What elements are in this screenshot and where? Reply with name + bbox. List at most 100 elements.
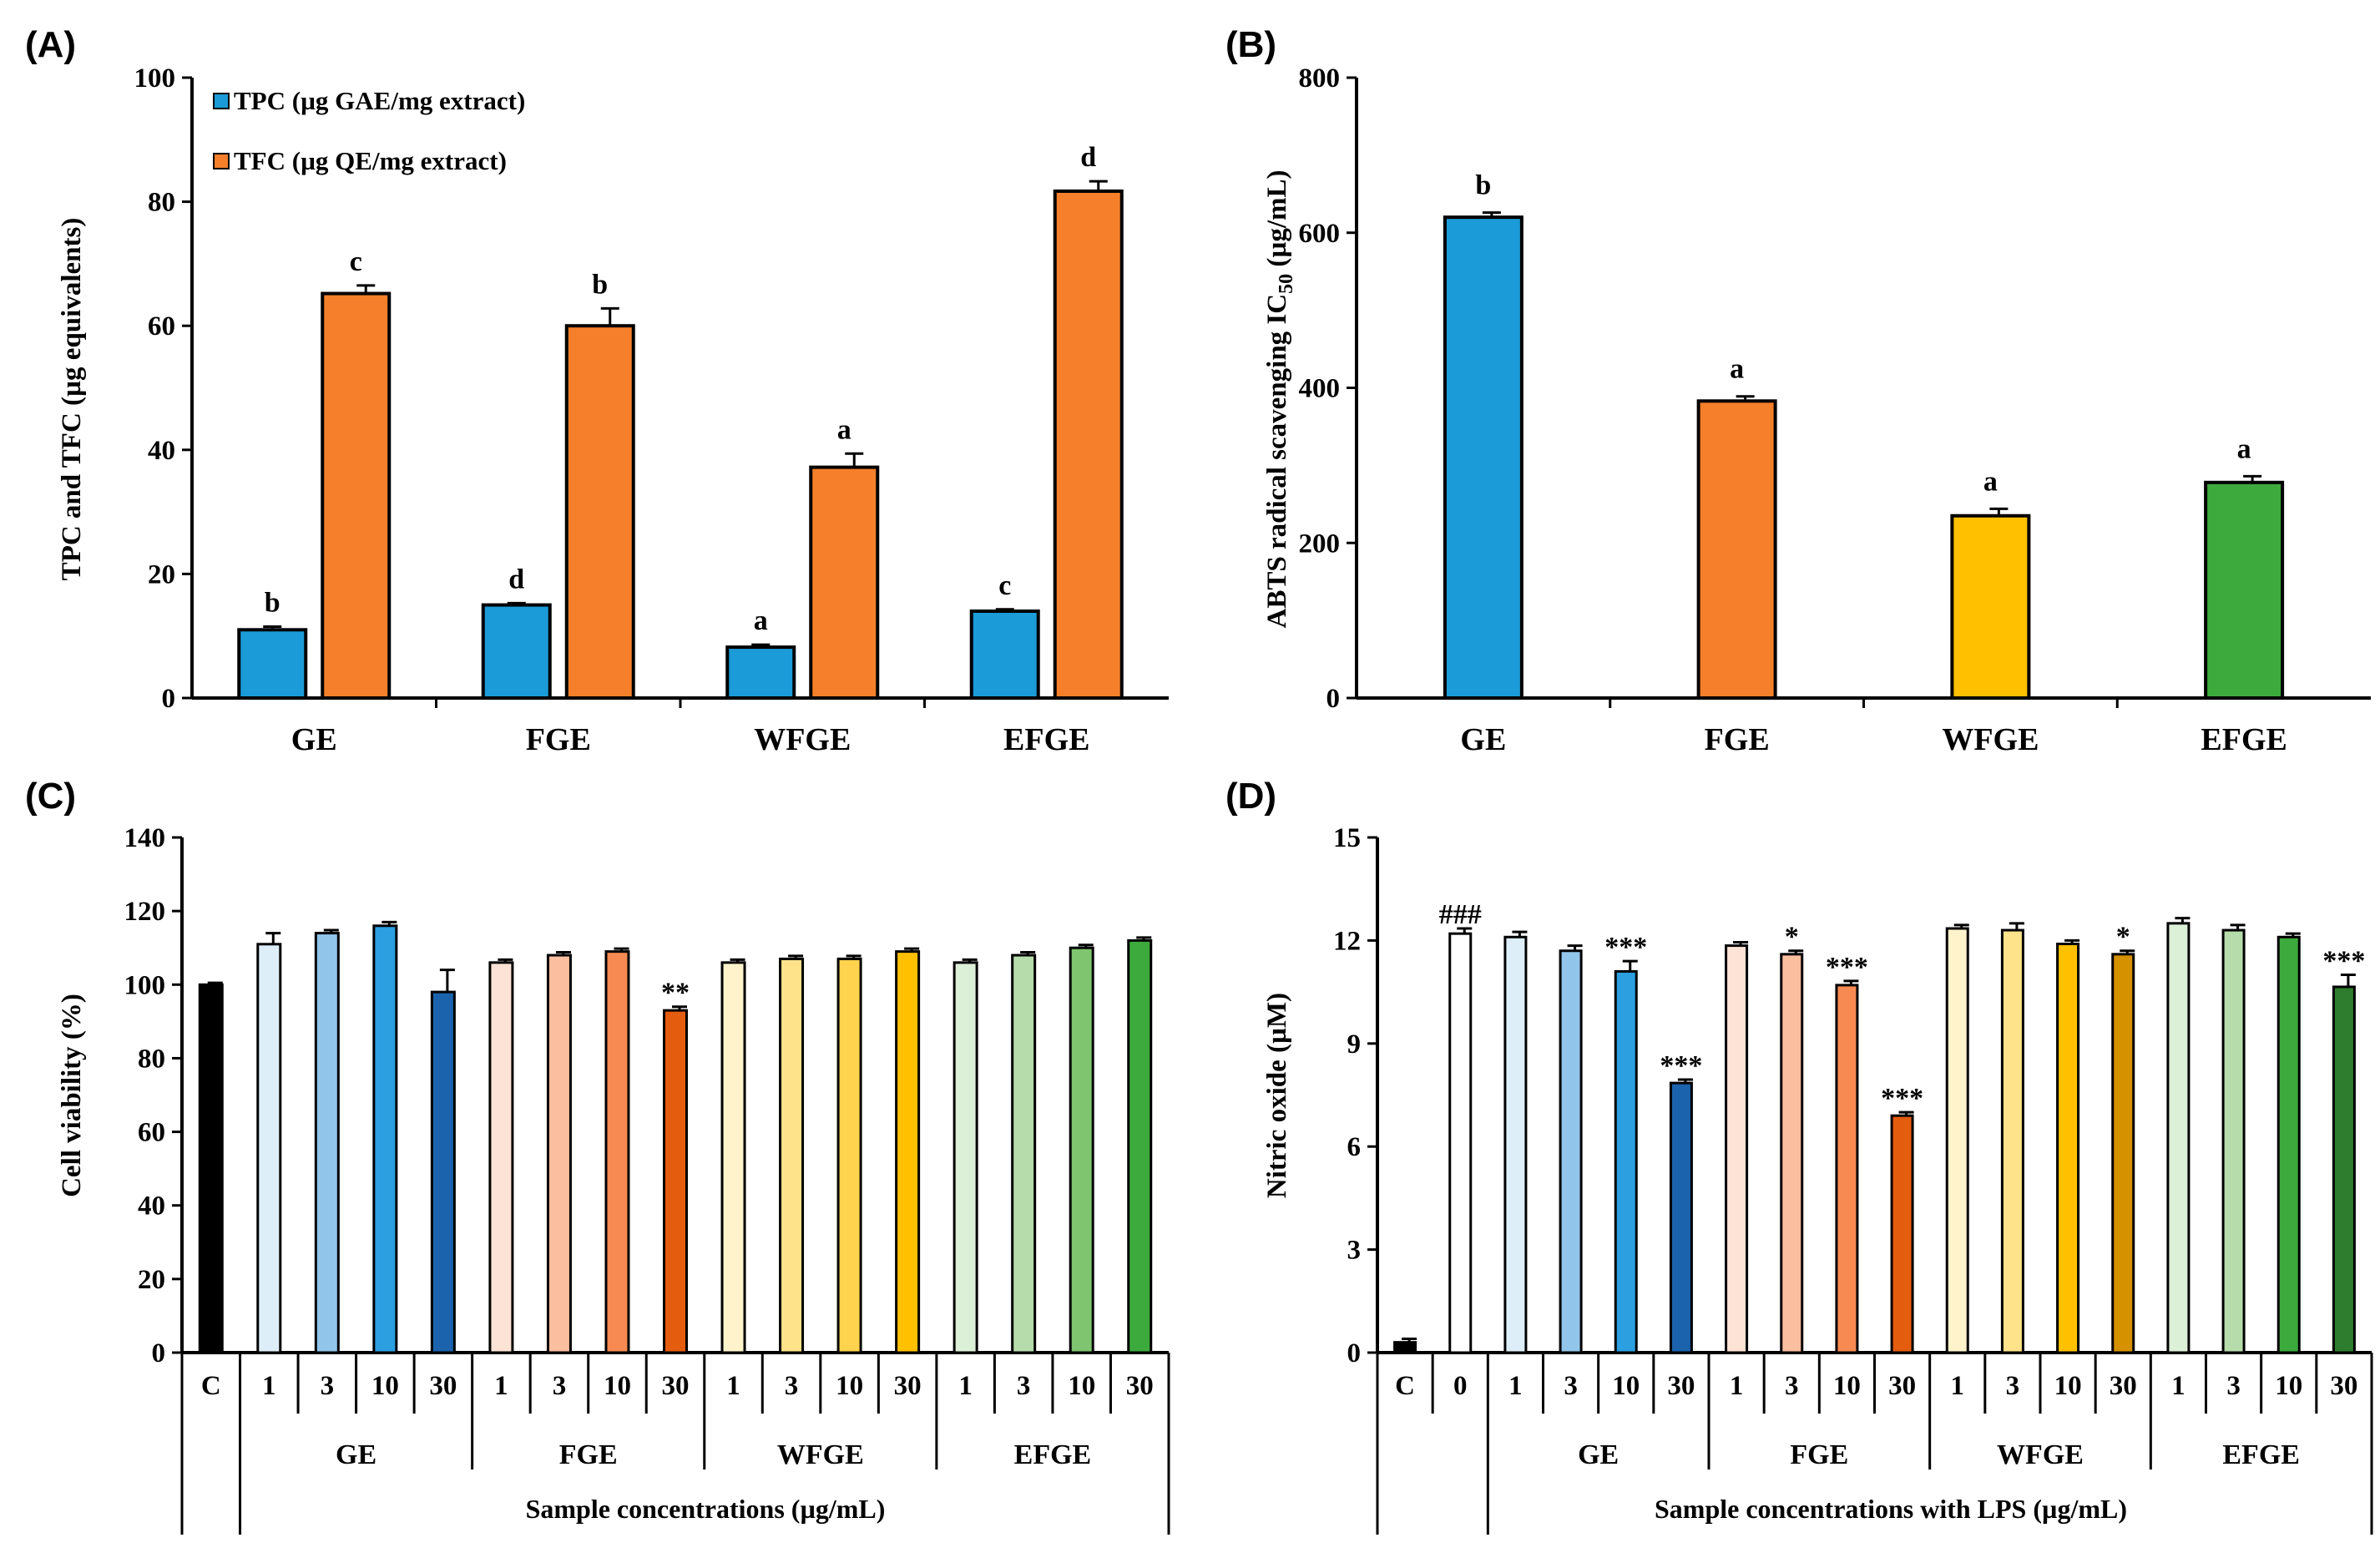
panel-a-significance-letter: a <box>837 414 851 445</box>
panel-a-significance-letter: b <box>265 588 280 619</box>
panel-c-concentration-label: 30 <box>894 1371 922 1401</box>
panel-a-y-tick-label: 60 <box>148 311 175 341</box>
panel-d-x-table: C 0 1 3 10 30 1 3 10 30 1 3 10 30 1 3 10 30 GE FGE WFGE EFGE <box>1376 1353 2373 1535</box>
panel-d-concentration-label: 1 <box>1730 1371 1744 1401</box>
panel-d-concentration-label: 30 <box>2110 1371 2137 1401</box>
panel-d-concentration-label: 30 <box>1667 1371 1695 1401</box>
panel-c-concentration-label: 3 <box>553 1371 567 1401</box>
panel-d-significance-mark: *** <box>1826 952 1868 983</box>
panel-c-bar <box>1011 954 1037 1354</box>
panel-d-significance-mark: *** <box>1604 932 1647 963</box>
panel-d-concentration-label: 10 <box>1833 1371 1861 1401</box>
panel-d-concentration-label: 10 <box>2054 1371 2082 1401</box>
panel-a-significance-letter: d <box>508 564 524 594</box>
panel-d-concentration-label: 3 <box>1564 1371 1578 1401</box>
panel-c-significance-mark: ** <box>661 978 690 1009</box>
panel-a-y-tick-label: 80 <box>148 188 175 218</box>
panel-d-concentration-label: 30 <box>2330 1371 2357 1401</box>
panel-c-concentration-label: 30 <box>662 1371 690 1401</box>
panel-d-y-tick-label: 15 <box>1333 823 1361 853</box>
panel-d-significance-mark: *** <box>2322 946 2365 977</box>
panel-b-bar <box>1950 513 2031 701</box>
panel-c-concentration-label: 3 <box>1017 1371 1031 1401</box>
legend-swatch-tfc <box>213 153 230 169</box>
panel-b-significance-letter: b <box>1475 170 1491 201</box>
panel-a-legend: TPC (µg GAE/mg extract) TFC (µg QE/mg ex… <box>213 86 525 175</box>
panel-d-bar <box>1614 969 1638 1354</box>
panel-c-bar <box>198 983 224 1354</box>
panel-c-bar <box>1127 938 1153 1354</box>
panel-d-concentration-label: 1 <box>1951 1371 1965 1401</box>
panel-a-category-label: EFGE <box>1003 722 1089 757</box>
panel-c-group-label: WFGE <box>777 1439 864 1470</box>
panel-c-y-tick-label: 140 <box>124 823 166 853</box>
panel-d-y-label: Nitric oxide (µM) <box>1262 993 1292 1198</box>
panel-c: (C) Cell viability (%) 0 20 40 60 80 100 120 14… <box>25 776 1170 1535</box>
panel-b-y-tick-label: 600 <box>1299 219 1341 249</box>
panel-d-bar <box>1890 1114 1914 1354</box>
panel-c-y-tick-label: 120 <box>124 897 166 927</box>
panel-b-y-tick-label: 800 <box>1299 63 1341 94</box>
panel-d-bar <box>2332 985 2356 1354</box>
panel-b-category-label: WFGE <box>1942 722 2039 757</box>
panel-b-axes: 0 200 400 600 800 GE FGE WFGE EFGE <box>1299 63 2371 757</box>
panel-d-bar <box>2111 953 2135 1354</box>
panel-d-significance-mark: *** <box>1881 1083 1923 1114</box>
panel-d-bar <box>1669 1081 1693 1354</box>
panel-c-bar <box>836 957 862 1354</box>
panel-a-bar-tpc <box>725 645 796 700</box>
panel-a-bar-tpc <box>237 628 308 701</box>
panel-c-concentration-label: 10 <box>1068 1371 1095 1401</box>
panel-c-x-table: C 1 3 10 30 1 3 10 30 1 3 10 30 1 3 10 30 GE FGE WFGE EFGE <box>180 1353 1170 1535</box>
panel-c-concentration-label: 10 <box>371 1371 399 1401</box>
panel-c-bar <box>430 990 456 1354</box>
panel-b-y-label-sub: 50 <box>1276 274 1297 294</box>
panel-c-concentration-label: 1 <box>494 1371 508 1401</box>
panel-d-bar <box>1780 953 1804 1354</box>
panel-d-bar <box>1448 932 1473 1354</box>
panel-c-letter: (C) <box>25 776 76 817</box>
panel-d-y-tick-label: 0 <box>1347 1338 1362 1368</box>
panel-d-y-tick-label: 9 <box>1347 1029 1362 1060</box>
panel-c-y-tick-label: 60 <box>138 1118 165 1148</box>
panel-a-significance-letter: c <box>998 570 1011 601</box>
panel-b: (B) ABTS radical scavenging IC50 (µg/mL)… <box>1225 24 2371 757</box>
panel-c-y-label: Cell viability (%) <box>57 994 87 1197</box>
panel-c-bar <box>604 950 630 1354</box>
panel-a-letter: (A) <box>25 24 76 65</box>
panel-b-category-label: EFGE <box>2201 722 2287 757</box>
panel-a-category-label: WFGE <box>754 722 851 757</box>
panel-b-y-tick-label: 0 <box>1326 684 1341 714</box>
panel-a-bar-tfc <box>321 291 392 700</box>
panel-d-bar <box>1503 935 1528 1354</box>
panel-a-category-label: GE <box>291 722 337 757</box>
panel-d-group-label: WFGE <box>1997 1439 2084 1470</box>
panel-a-category-label: FGE <box>526 722 591 757</box>
panel-d-bar <box>2221 928 2246 1354</box>
panel-c-bar <box>1069 946 1094 1354</box>
legend-swatch-tpc <box>213 93 230 109</box>
panel-b-significance-letter: a <box>1983 466 1998 497</box>
panel-b-bars: b a a a <box>1443 170 2285 701</box>
panel-a-significance-letter: c <box>350 246 362 277</box>
panel-c-concentration-label: 30 <box>1126 1371 1154 1401</box>
panel-d-letter: (D) <box>1225 776 1276 817</box>
panel-a-bar-tfc <box>1053 189 1124 700</box>
panel-c-bar <box>372 924 398 1354</box>
panel-c-y-tick-label: 40 <box>138 1191 165 1222</box>
panel-c-concentration-label: 30 <box>429 1371 457 1401</box>
legend-label-tfc: TFC (µg QE/mg extract) <box>234 146 507 175</box>
panel-c-bar <box>314 932 340 1354</box>
panel-d-concentration-label: 10 <box>2275 1371 2302 1401</box>
panel-b-y-label-main: ABTS radical scavenging IC <box>1262 294 1292 629</box>
panel-d-significance-mark: * <box>1785 922 1799 953</box>
panel-c-bar <box>256 943 282 1354</box>
panel-d-concentration-label: 3 <box>2006 1371 2020 1401</box>
panel-d-bar <box>2000 928 2024 1354</box>
panel-d-significance-mark: * <box>2116 922 2130 953</box>
panel-d-concentration-label: 10 <box>1612 1371 1640 1401</box>
panel-a-bar-tfc <box>809 465 880 700</box>
panel-c-concentration-label: 1 <box>726 1371 740 1401</box>
